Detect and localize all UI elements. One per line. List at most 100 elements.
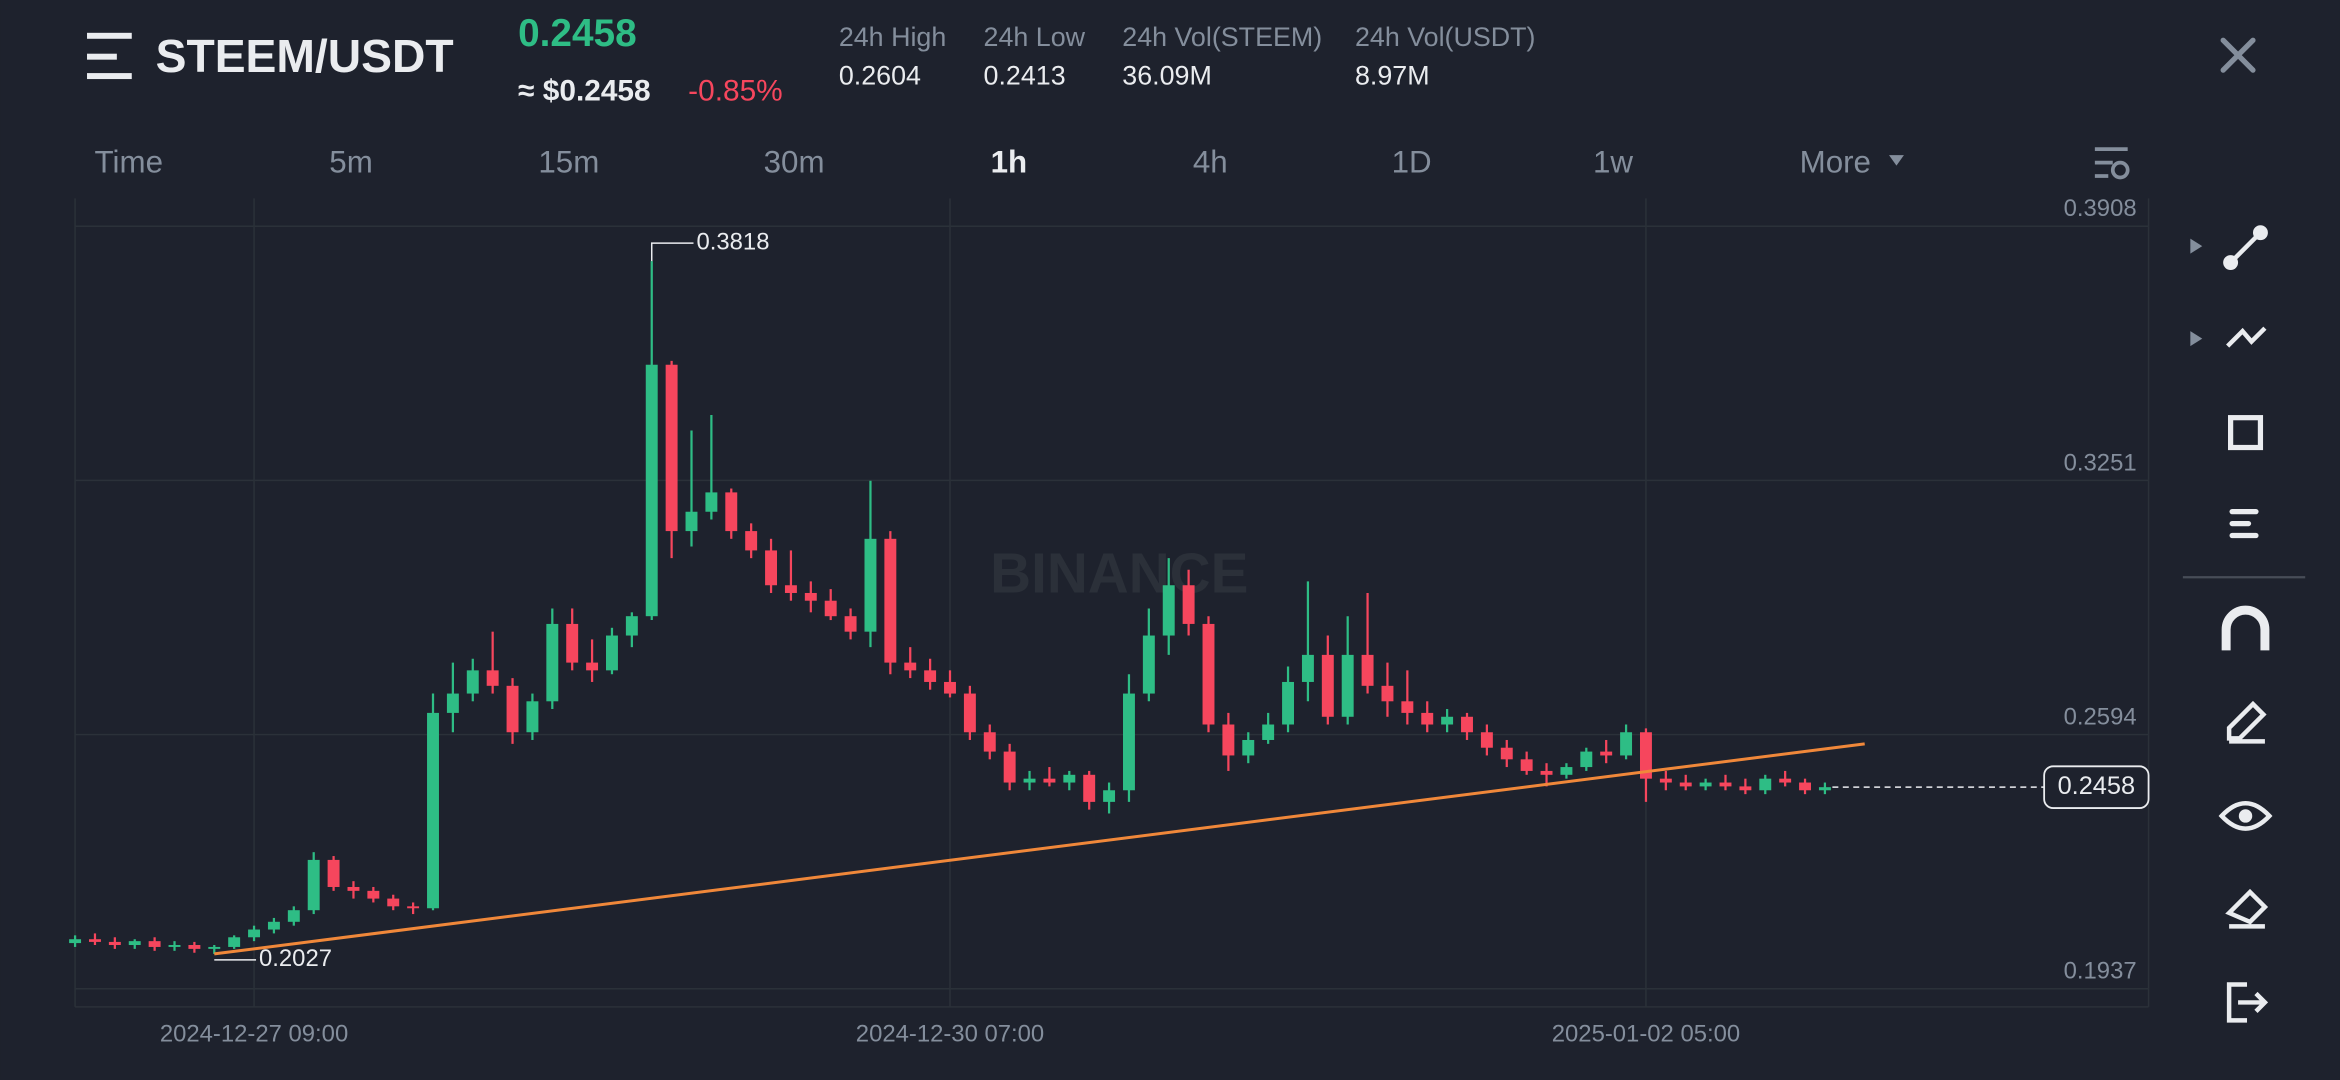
- visibility-tool[interactable]: [2218, 801, 2273, 831]
- candle-body: [625, 616, 638, 636]
- chart-settings-icon[interactable]: [2094, 147, 2130, 180]
- x-tick-label: 2024-12-27 09:00: [160, 1021, 348, 1048]
- candle-body: [327, 859, 340, 887]
- candle-body: [69, 939, 82, 944]
- candle-body: [208, 946, 221, 949]
- magnet-tool[interactable]: [2221, 605, 2270, 651]
- fib-tool[interactable]: [2226, 326, 2267, 348]
- candle-body: [89, 939, 101, 942]
- candle-body: [1620, 732, 1633, 756]
- watermark: BINANCE: [990, 542, 1248, 605]
- candle-body: [566, 623, 579, 663]
- pair[interactable]: STEEM/USDT: [156, 30, 454, 82]
- candle-body: [1083, 774, 1096, 802]
- candle-body: [1162, 585, 1175, 636]
- candle-body: [1540, 770, 1553, 775]
- candle-body: [1520, 759, 1533, 771]
- pencil-tool[interactable]: [2226, 700, 2267, 744]
- candle-body: [1739, 786, 1752, 791]
- candle-body: [1441, 716, 1454, 725]
- candle-body: [1500, 747, 1513, 760]
- candle-body: [586, 662, 599, 671]
- more-arrow: [1889, 155, 1904, 166]
- timeframe-tab[interactable]: 15m: [538, 144, 599, 179]
- last-price-label: 0.2458: [2058, 772, 2136, 800]
- stat-label: 24h Low: [984, 22, 1086, 52]
- text-tool[interactable]: [2229, 509, 2259, 539]
- timeframe-tab[interactable]: 1w: [1593, 144, 1633, 179]
- y-tick-label: 0.3908: [2064, 195, 2137, 222]
- candle-body: [924, 670, 937, 682]
- expand-arrow: [2190, 238, 2203, 254]
- candle-body: [1222, 724, 1235, 756]
- candle-body: [367, 890, 380, 899]
- candle-body: [128, 941, 141, 946]
- candle-body: [904, 662, 917, 671]
- candle-body: [1600, 751, 1613, 756]
- y-tick-label: 0.3251: [2064, 449, 2137, 476]
- candle-body: [824, 600, 837, 617]
- candle-body: [1321, 654, 1334, 717]
- candle-body: [267, 921, 280, 930]
- candle-body: [1003, 751, 1016, 783]
- candle-body: [1659, 778, 1672, 783]
- timeframe-tab[interactable]: 1h: [991, 144, 1028, 179]
- candle-body: [1301, 654, 1314, 682]
- candle-body: [466, 670, 479, 694]
- candle-body: [645, 364, 658, 617]
- high-label: 0.3818: [696, 228, 769, 255]
- candle-body: [546, 623, 559, 702]
- candle-body: [944, 681, 956, 694]
- menu-icon[interactable]: [87, 32, 132, 80]
- chart[interactable]: 0.1937 0.2594 0.3251 0.3908 2024-12-27 09:00…: [69, 195, 2150, 1048]
- candle-body: [1182, 585, 1195, 624]
- candle-body: [1480, 732, 1493, 748]
- x-tick-label: 2024-12-30 07:00: [856, 1021, 1044, 1048]
- menu-bar: [87, 73, 132, 80]
- icon-stroke: [2110, 160, 2130, 180]
- candle-body: [287, 910, 300, 922]
- timeframe-tab[interactable]: 5m: [329, 144, 373, 179]
- timeframe-tab[interactable]: 1D: [1392, 144, 1432, 179]
- candle-body: [1639, 732, 1652, 779]
- candle-body: [884, 538, 897, 663]
- candle-body: [446, 693, 459, 713]
- trend-line-tool[interactable]: [2223, 225, 2268, 270]
- candle-body: [1282, 681, 1295, 725]
- last-price-box: [2043, 765, 2150, 809]
- low-label: 0.2027: [259, 945, 332, 972]
- candle-body: [387, 898, 400, 907]
- candle-body: [1401, 701, 1414, 713]
- candle-body: [1341, 654, 1354, 717]
- price-change: -0.85%: [688, 74, 783, 107]
- timeframe-tab[interactable]: More: [1800, 144, 1871, 179]
- candle-body: [1202, 623, 1215, 725]
- timeframe-tab[interactable]: 30m: [764, 144, 825, 179]
- candle-body: [108, 941, 121, 946]
- timeframe-tab[interactable]: Time: [95, 144, 163, 179]
- tabs: Time 5m 15m 30m 1h 4h 1D 1w More: [95, 144, 1871, 179]
- rect-tool[interactable]: [2227, 415, 2264, 451]
- stat-value: 36.09M: [1122, 61, 1212, 91]
- icon-stroke: [2218, 801, 2273, 831]
- candle-body: [168, 945, 181, 947]
- close-stroke: [2220, 37, 2256, 73]
- candle-body: [1719, 782, 1732, 787]
- x-tick-label: 2025-01-02 05:00: [1552, 1021, 1740, 1048]
- candle-body: [248, 929, 261, 938]
- candle-body: [1679, 782, 1692, 787]
- eraser-tool[interactable]: [2225, 888, 2269, 929]
- toolbar: [2182, 225, 2306, 1023]
- candle-body: [1361, 654, 1374, 686]
- expand-arrow: [2190, 331, 2203, 347]
- candle-body: [148, 941, 161, 947]
- last-price: 0.2458: [518, 12, 637, 55]
- candle-body: [427, 712, 439, 909]
- candle-body: [685, 511, 698, 532]
- exit-tool[interactable]: [2226, 982, 2269, 1023]
- close-button[interactable]: [2220, 37, 2256, 73]
- candle-body: [188, 945, 201, 949]
- candle-body: [963, 693, 976, 733]
- candle-body: [1699, 782, 1712, 787]
- timeframe-tab[interactable]: 4h: [1193, 144, 1228, 179]
